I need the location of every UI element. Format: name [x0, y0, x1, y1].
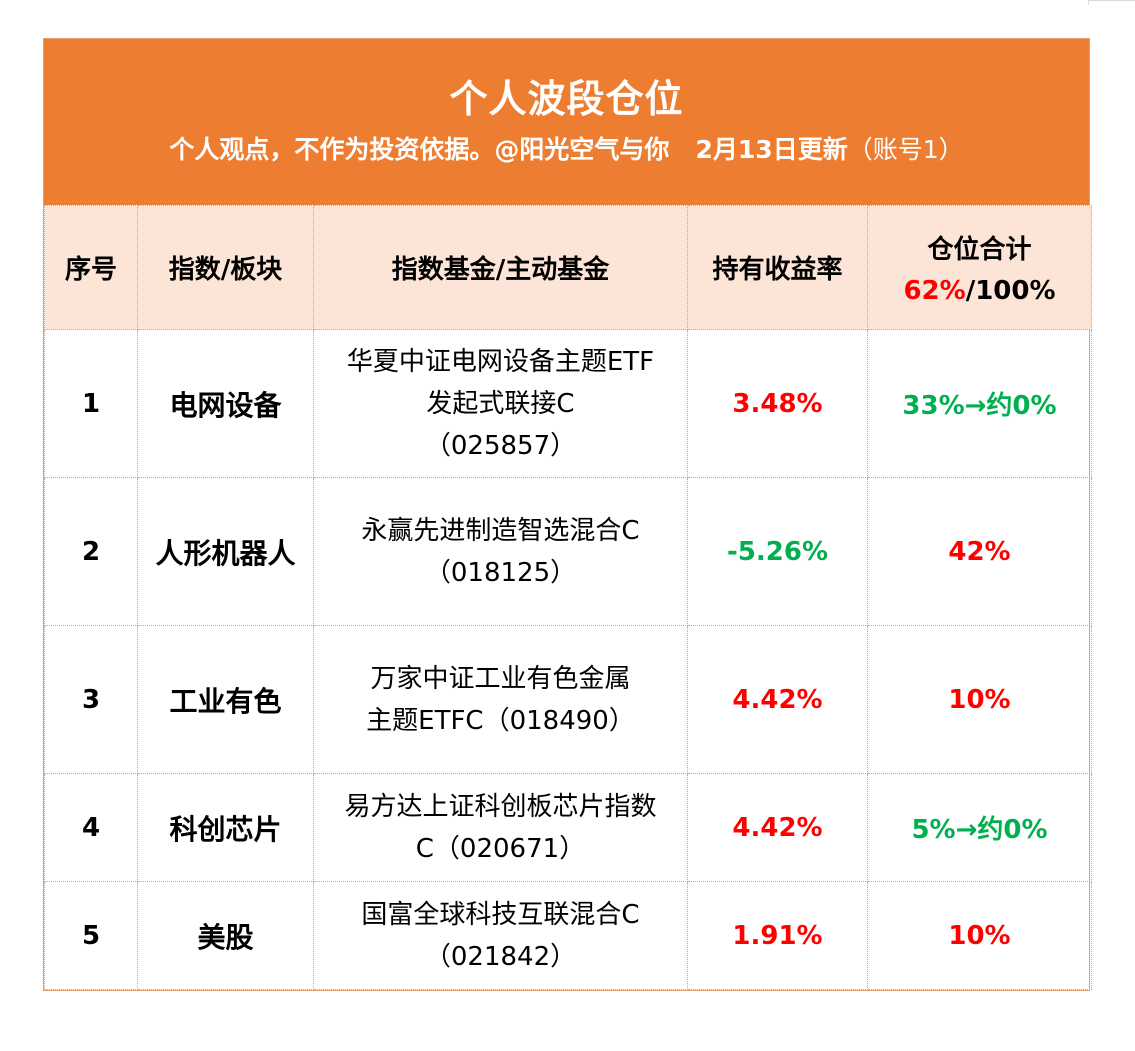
fund-line: （025857） [424, 430, 577, 461]
row-position: 10% [867, 625, 1092, 774]
table-row: 5 美股 国富全球科技互联混合C （021842） 1.91% 10% [44, 881, 1092, 990]
row-position: 42% [867, 477, 1092, 626]
row-position: 5%→约0% [867, 773, 1092, 882]
row-sector: 电网设备 [137, 329, 314, 478]
fund-line: 永赢先进制造智选混合C [361, 515, 640, 546]
row-sector: 科创芯片 [137, 773, 314, 882]
total-separator: / [965, 276, 976, 306]
fund-line: 华夏中证电网设备主题ETF [346, 346, 655, 377]
row-return: 3.48% [687, 329, 868, 478]
fund-line: 主题ETFC（018490） [366, 705, 635, 736]
total-ratio: 62%/100% [868, 276, 1091, 306]
row-fund: 万家中证工业有色金属 主题ETFC（018490） [313, 625, 688, 774]
row-return: 4.42% [687, 625, 868, 774]
fund-line: （021842） [424, 941, 577, 972]
table-row: 1 电网设备 华夏中证电网设备主题ETF 发起式联接C （025857） 3.48% 33%… [44, 329, 1092, 478]
row-fund: 华夏中证电网设备主题ETF 发起式联接C （025857） [313, 329, 688, 478]
total-max: 100% [975, 276, 1056, 306]
row-index: 2 [44, 477, 138, 626]
corner-mark [1088, 0, 1135, 5]
row-index: 5 [44, 881, 138, 990]
row-position: 33%→约0% [867, 329, 1092, 478]
row-fund: 易方达上证科创板芯片指数 C（020671） [313, 773, 688, 882]
row-index: 3 [44, 625, 138, 774]
position-table: 序号 指数/板块 指数基金/主动基金 持有收益率 仓位合计 62%/100% 1… [44, 205, 1092, 990]
row-position: 10% [867, 881, 1092, 990]
row-index: 4 [44, 773, 138, 882]
update-date: 2月13日更新 [695, 135, 848, 164]
col-header-total: 仓位合计 62%/100% [867, 205, 1092, 330]
row-sector: 美股 [137, 881, 314, 990]
row-fund: 永赢先进制造智选混合C （018125） [313, 477, 688, 626]
table-row: 4 科创芯片 易方达上证科创板芯片指数 C（020671） 4.42% 5%→约0% [44, 773, 1092, 882]
row-index: 1 [44, 329, 138, 478]
page-subtitle: 个人观点，不作为投资依据。@阳光空气与你 2月13日更新（账号1） [44, 133, 1089, 167]
row-return: -5.26% [687, 477, 868, 626]
row-sector: 工业有色 [137, 625, 314, 774]
disclaimer-text: 个人观点，不作为投资依据。@阳光空气与你 [169, 135, 670, 164]
table-row: 2 人形机器人 永赢先进制造智选混合C （018125） -5.26% 42% [44, 477, 1092, 626]
col-header-index: 序号 [44, 205, 138, 330]
col-header-fund: 指数基金/主动基金 [313, 205, 688, 330]
fund-line: （018125） [424, 557, 577, 588]
total-current: 62% [903, 276, 966, 306]
account-label: （账号1） [847, 135, 964, 164]
fund-line: C（020671） [415, 833, 586, 864]
col-header-sector: 指数/板块 [137, 205, 314, 330]
row-fund: 国富全球科技互联混合C （021842） [313, 881, 688, 990]
table-header-row: 序号 指数/板块 指数基金/主动基金 持有收益率 仓位合计 62%/100% [44, 205, 1092, 330]
fund-line: 发起式联接C [426, 388, 575, 419]
title-banner: 个人波段仓位 个人观点，不作为投资依据。@阳光空气与你 2月13日更新（账号1） [44, 39, 1089, 205]
page-title: 个人波段仓位 [449, 77, 684, 121]
col-header-return: 持有收益率 [687, 205, 868, 330]
total-label: 仓位合计 [927, 235, 1032, 265]
fund-line: 国富全球科技互联混合C [361, 899, 640, 930]
row-return: 1.91% [687, 881, 868, 990]
table-row: 3 工业有色 万家中证工业有色金属 主题ETFC（018490） 4.42% 10% [44, 625, 1092, 774]
row-sector: 人形机器人 [137, 477, 314, 626]
row-return: 4.42% [687, 773, 868, 882]
fund-line: 万家中证工业有色金属 [370, 663, 631, 694]
position-card: 个人波段仓位 个人观点，不作为投资依据。@阳光空气与你 2月13日更新（账号1）… [43, 38, 1092, 991]
fund-line: 易方达上证科创板芯片指数 [344, 791, 657, 822]
